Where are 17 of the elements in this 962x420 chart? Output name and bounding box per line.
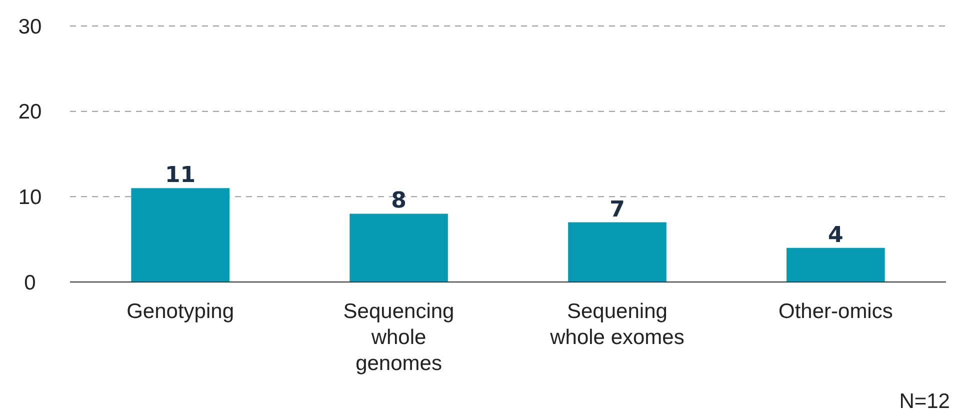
- x-tick-label: Other-omics: [778, 300, 893, 323]
- bar: [568, 222, 666, 282]
- y-tick-label: 10: [18, 186, 42, 210]
- bar: [786, 248, 885, 282]
- text: N=12: [899, 390, 950, 413]
- y-tick-label: 20: [18, 100, 42, 124]
- bar: [350, 214, 448, 282]
- data-label: 4: [828, 222, 844, 248]
- data-label: 7: [610, 197, 625, 222]
- y-tick-label: 30: [18, 15, 42, 38]
- x-tick-label: Genotyping: [126, 300, 234, 323]
- bar: [131, 188, 230, 282]
- x-tick-label: Sequening whole exomes: [549, 300, 684, 349]
- y-tick-label: 0: [24, 271, 36, 294]
- data-label: 11: [165, 163, 196, 188]
- data-label: 8: [391, 188, 406, 214]
- x-tick-label: Sequencing whole genomes: [343, 300, 454, 375]
